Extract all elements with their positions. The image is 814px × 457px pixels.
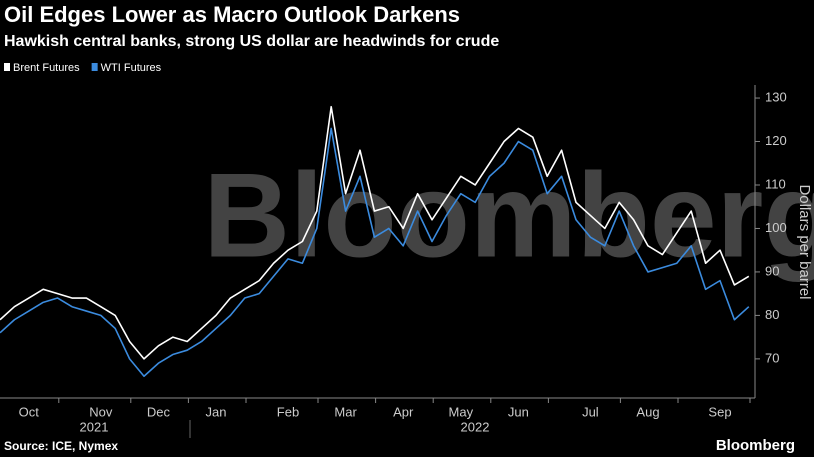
x-tick-label: Mar	[334, 404, 357, 419]
y-axis-title: Dollars per barrel	[796, 184, 813, 299]
legend-label: Brent Futures	[13, 62, 80, 74]
chart-title: Oil Edges Lower as Macro Outlook Darkens	[4, 2, 460, 27]
watermark: Bloomberg	[203, 149, 814, 283]
x-tick-label: Jul	[582, 404, 599, 419]
x-tick-label: May	[449, 404, 474, 419]
legend-label: WTI Futures	[101, 62, 162, 74]
y-tick-label: 90	[765, 263, 779, 278]
x-tick-label: Oct	[19, 404, 40, 419]
chart-subtitle: Hawkish central banks, strong US dollar …	[4, 33, 499, 50]
year-label: 2022	[461, 419, 490, 434]
year-label: 2021	[80, 419, 109, 434]
x-tick-label: Jun	[508, 404, 529, 419]
x-tick-label: Sep	[708, 404, 731, 419]
logo: Bloomberg	[716, 437, 795, 454]
y-tick-label: 70	[765, 350, 779, 365]
y-tick-label: 120	[765, 133, 787, 148]
y-tick-label: 80	[765, 307, 779, 322]
series-line	[0, 127, 750, 378]
y-tick-label: 100	[765, 220, 787, 235]
y-tick-label: 130	[765, 89, 787, 104]
x-tick-label: Apr	[393, 404, 414, 419]
x-tick-label: Feb	[277, 404, 299, 419]
source: Source: ICE, Nymex	[4, 439, 118, 453]
x-tick-label: Aug	[636, 404, 659, 419]
legend-swatch	[91, 63, 98, 71]
x-tick-label: Nov	[89, 404, 113, 419]
x-tick-label: Dec	[147, 404, 171, 419]
legend-swatch	[4, 63, 10, 71]
series-line	[0, 105, 750, 360]
x-tick-label: Jan	[206, 404, 227, 419]
y-tick-label: 110	[765, 176, 786, 191]
